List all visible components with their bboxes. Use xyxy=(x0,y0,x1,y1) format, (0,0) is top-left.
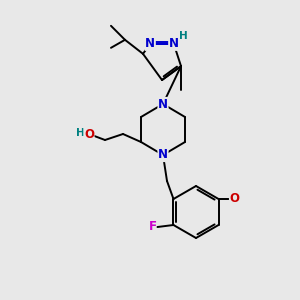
Text: N: N xyxy=(158,148,168,161)
Text: H: H xyxy=(179,31,188,41)
Text: F: F xyxy=(148,220,157,233)
Text: N: N xyxy=(145,37,155,50)
Text: O: O xyxy=(84,128,94,140)
Text: N: N xyxy=(169,37,179,50)
Text: H: H xyxy=(76,128,84,138)
Text: N: N xyxy=(158,98,168,110)
Text: O: O xyxy=(230,193,239,206)
